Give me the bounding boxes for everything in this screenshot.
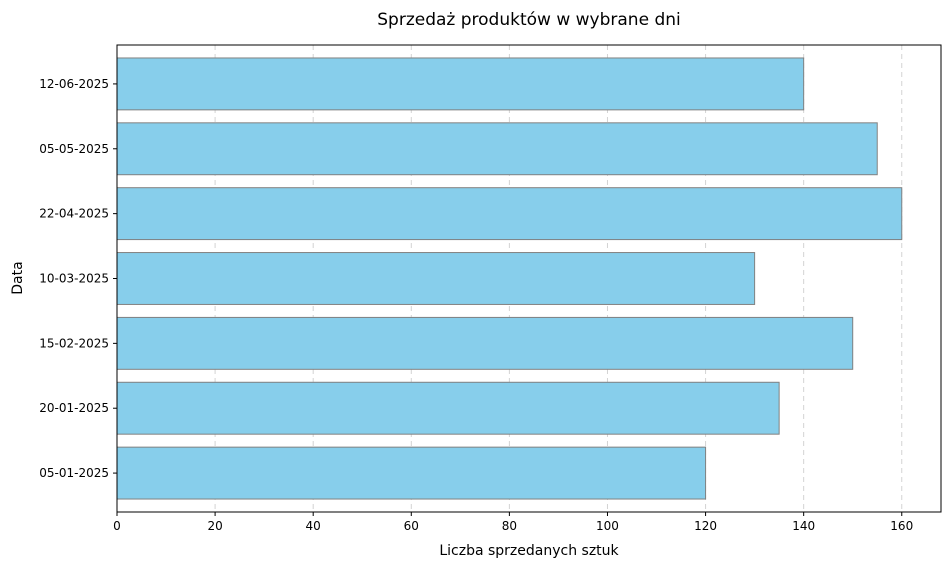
bars [116, 57, 903, 500]
x-tick-label: 20 [207, 519, 222, 533]
y-axis-ticks: 05-01-2025 20-01-2025 15-02-2025 10-03-2025… [39, 77, 117, 480]
x-axis-ticks: 0 20 40 60 80 100 120 140 160 [113, 512, 913, 533]
y-tick-label: 15-02-2025 [39, 336, 109, 350]
x-tick-label: 0 [113, 519, 121, 533]
x-tick-label: 80 [502, 519, 517, 533]
bar [116, 316, 854, 370]
bar [116, 381, 780, 435]
bar [116, 252, 756, 305]
x-tick-label: 100 [596, 519, 619, 533]
chart-title: Sprzedaż produktów w wybrane dni [377, 10, 680, 30]
y-tick-label: 05-05-2025 [39, 142, 109, 156]
y-tick-label: 05-01-2025 [39, 466, 109, 480]
x-tick-label: 60 [404, 519, 419, 533]
bar [116, 187, 903, 241]
bar [116, 446, 707, 500]
y-tick-label: 20-01-2025 [39, 401, 109, 415]
y-tick-label: 12-06-2025 [39, 77, 109, 91]
x-tick-label: 40 [306, 519, 321, 533]
x-tick-label: 120 [694, 519, 717, 533]
x-tick-label: 160 [890, 519, 913, 533]
bar [116, 122, 878, 176]
y-axis-label: Data [10, 261, 26, 294]
y-tick-label: 22-04-2025 [39, 207, 109, 221]
bar [116, 57, 805, 111]
y-tick-label: 10-03-2025 [39, 272, 109, 286]
x-axis-label: Liczba sprzedanych sztuk [439, 543, 619, 559]
x-tick-label: 140 [792, 519, 815, 533]
